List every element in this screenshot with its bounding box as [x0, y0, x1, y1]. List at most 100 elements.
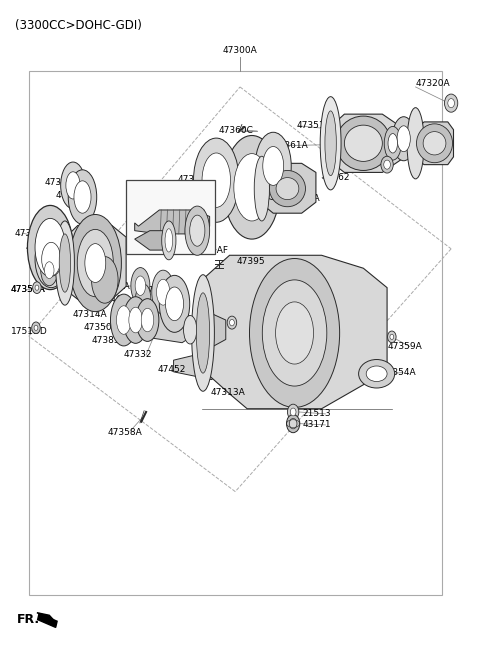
Text: FR.: FR. — [17, 613, 40, 626]
Text: 1220AF: 1220AF — [195, 246, 229, 255]
Ellipse shape — [192, 275, 215, 391]
Text: 47465: 47465 — [100, 295, 129, 304]
Ellipse shape — [196, 293, 210, 373]
Ellipse shape — [136, 298, 159, 342]
Ellipse shape — [183, 315, 197, 344]
Polygon shape — [202, 255, 387, 409]
Ellipse shape — [123, 296, 148, 343]
Ellipse shape — [165, 229, 173, 252]
Ellipse shape — [423, 132, 446, 155]
Text: 21513: 21513 — [302, 409, 331, 419]
Ellipse shape — [269, 170, 305, 207]
Polygon shape — [330, 114, 401, 172]
Ellipse shape — [250, 259, 340, 407]
Ellipse shape — [92, 257, 118, 303]
Text: 47332: 47332 — [124, 351, 152, 360]
Ellipse shape — [42, 242, 60, 276]
Ellipse shape — [190, 215, 205, 246]
Text: 47384T: 47384T — [155, 298, 189, 308]
Ellipse shape — [60, 162, 85, 209]
Ellipse shape — [407, 108, 424, 179]
Circle shape — [287, 415, 300, 433]
Ellipse shape — [262, 280, 327, 386]
Ellipse shape — [254, 156, 269, 221]
Ellipse shape — [129, 307, 143, 333]
Bar — [126, 180, 216, 254]
Text: 47353A: 47353A — [234, 206, 269, 215]
Ellipse shape — [69, 214, 121, 311]
Ellipse shape — [344, 125, 383, 161]
Circle shape — [387, 331, 396, 343]
Circle shape — [229, 319, 234, 326]
Ellipse shape — [384, 127, 401, 160]
Ellipse shape — [136, 284, 151, 312]
Text: 47389A: 47389A — [406, 148, 441, 157]
Ellipse shape — [202, 153, 230, 208]
Ellipse shape — [336, 116, 391, 170]
Polygon shape — [188, 313, 226, 347]
Circle shape — [288, 404, 299, 420]
Text: 47318A: 47318A — [14, 229, 49, 238]
Text: 47362: 47362 — [322, 173, 350, 182]
Ellipse shape — [263, 146, 284, 185]
Ellipse shape — [77, 229, 113, 296]
Ellipse shape — [320, 97, 341, 190]
Ellipse shape — [223, 136, 280, 239]
Ellipse shape — [359, 360, 395, 388]
Ellipse shape — [117, 306, 131, 334]
Circle shape — [32, 322, 40, 334]
Text: 47360C: 47360C — [219, 127, 253, 135]
Text: 47383: 47383 — [35, 257, 64, 266]
Text: 47359A: 47359A — [387, 342, 422, 351]
Circle shape — [444, 94, 458, 112]
Polygon shape — [416, 122, 454, 165]
Text: 47395: 47395 — [236, 257, 265, 266]
Ellipse shape — [388, 134, 397, 153]
Circle shape — [34, 325, 38, 330]
Bar — [29, 71, 442, 595]
Ellipse shape — [68, 170, 96, 224]
Ellipse shape — [392, 117, 415, 161]
Ellipse shape — [45, 262, 54, 279]
Text: 47349A: 47349A — [291, 328, 326, 337]
Polygon shape — [135, 210, 210, 234]
Text: 47358A: 47358A — [107, 428, 142, 437]
Text: 47361A: 47361A — [273, 141, 308, 150]
Ellipse shape — [162, 221, 176, 260]
Polygon shape — [64, 225, 126, 299]
Ellipse shape — [135, 276, 145, 295]
Ellipse shape — [156, 279, 170, 305]
Circle shape — [381, 156, 393, 173]
Text: 47355A: 47355A — [11, 285, 46, 294]
Text: 47351A: 47351A — [297, 121, 332, 131]
Ellipse shape — [110, 294, 137, 346]
Ellipse shape — [397, 126, 410, 151]
Text: 47308B: 47308B — [133, 204, 168, 212]
Ellipse shape — [35, 231, 67, 288]
Ellipse shape — [366, 366, 387, 381]
Text: 47357A: 47357A — [96, 282, 130, 291]
Text: 47312A: 47312A — [286, 194, 320, 203]
Text: 47452: 47452 — [158, 365, 186, 374]
Polygon shape — [174, 351, 225, 379]
Polygon shape — [261, 163, 316, 213]
Ellipse shape — [56, 221, 74, 305]
Text: 47320A: 47320A — [416, 79, 450, 88]
Text: 47352A: 47352A — [25, 243, 60, 252]
Circle shape — [390, 334, 394, 340]
Ellipse shape — [27, 206, 73, 289]
Text: 47313A: 47313A — [211, 388, 245, 397]
Text: 47363: 47363 — [56, 191, 84, 200]
Text: 47354A: 47354A — [382, 368, 416, 377]
Text: 43171: 43171 — [302, 421, 331, 430]
Text: 47364: 47364 — [143, 286, 171, 295]
Text: 47366: 47366 — [171, 327, 200, 336]
Ellipse shape — [193, 138, 239, 222]
Circle shape — [290, 408, 296, 416]
Ellipse shape — [276, 302, 313, 364]
Text: 47363: 47363 — [226, 157, 254, 166]
Text: 1751DD: 1751DD — [11, 327, 48, 336]
Circle shape — [35, 285, 39, 290]
Circle shape — [384, 160, 390, 169]
Ellipse shape — [255, 133, 291, 200]
